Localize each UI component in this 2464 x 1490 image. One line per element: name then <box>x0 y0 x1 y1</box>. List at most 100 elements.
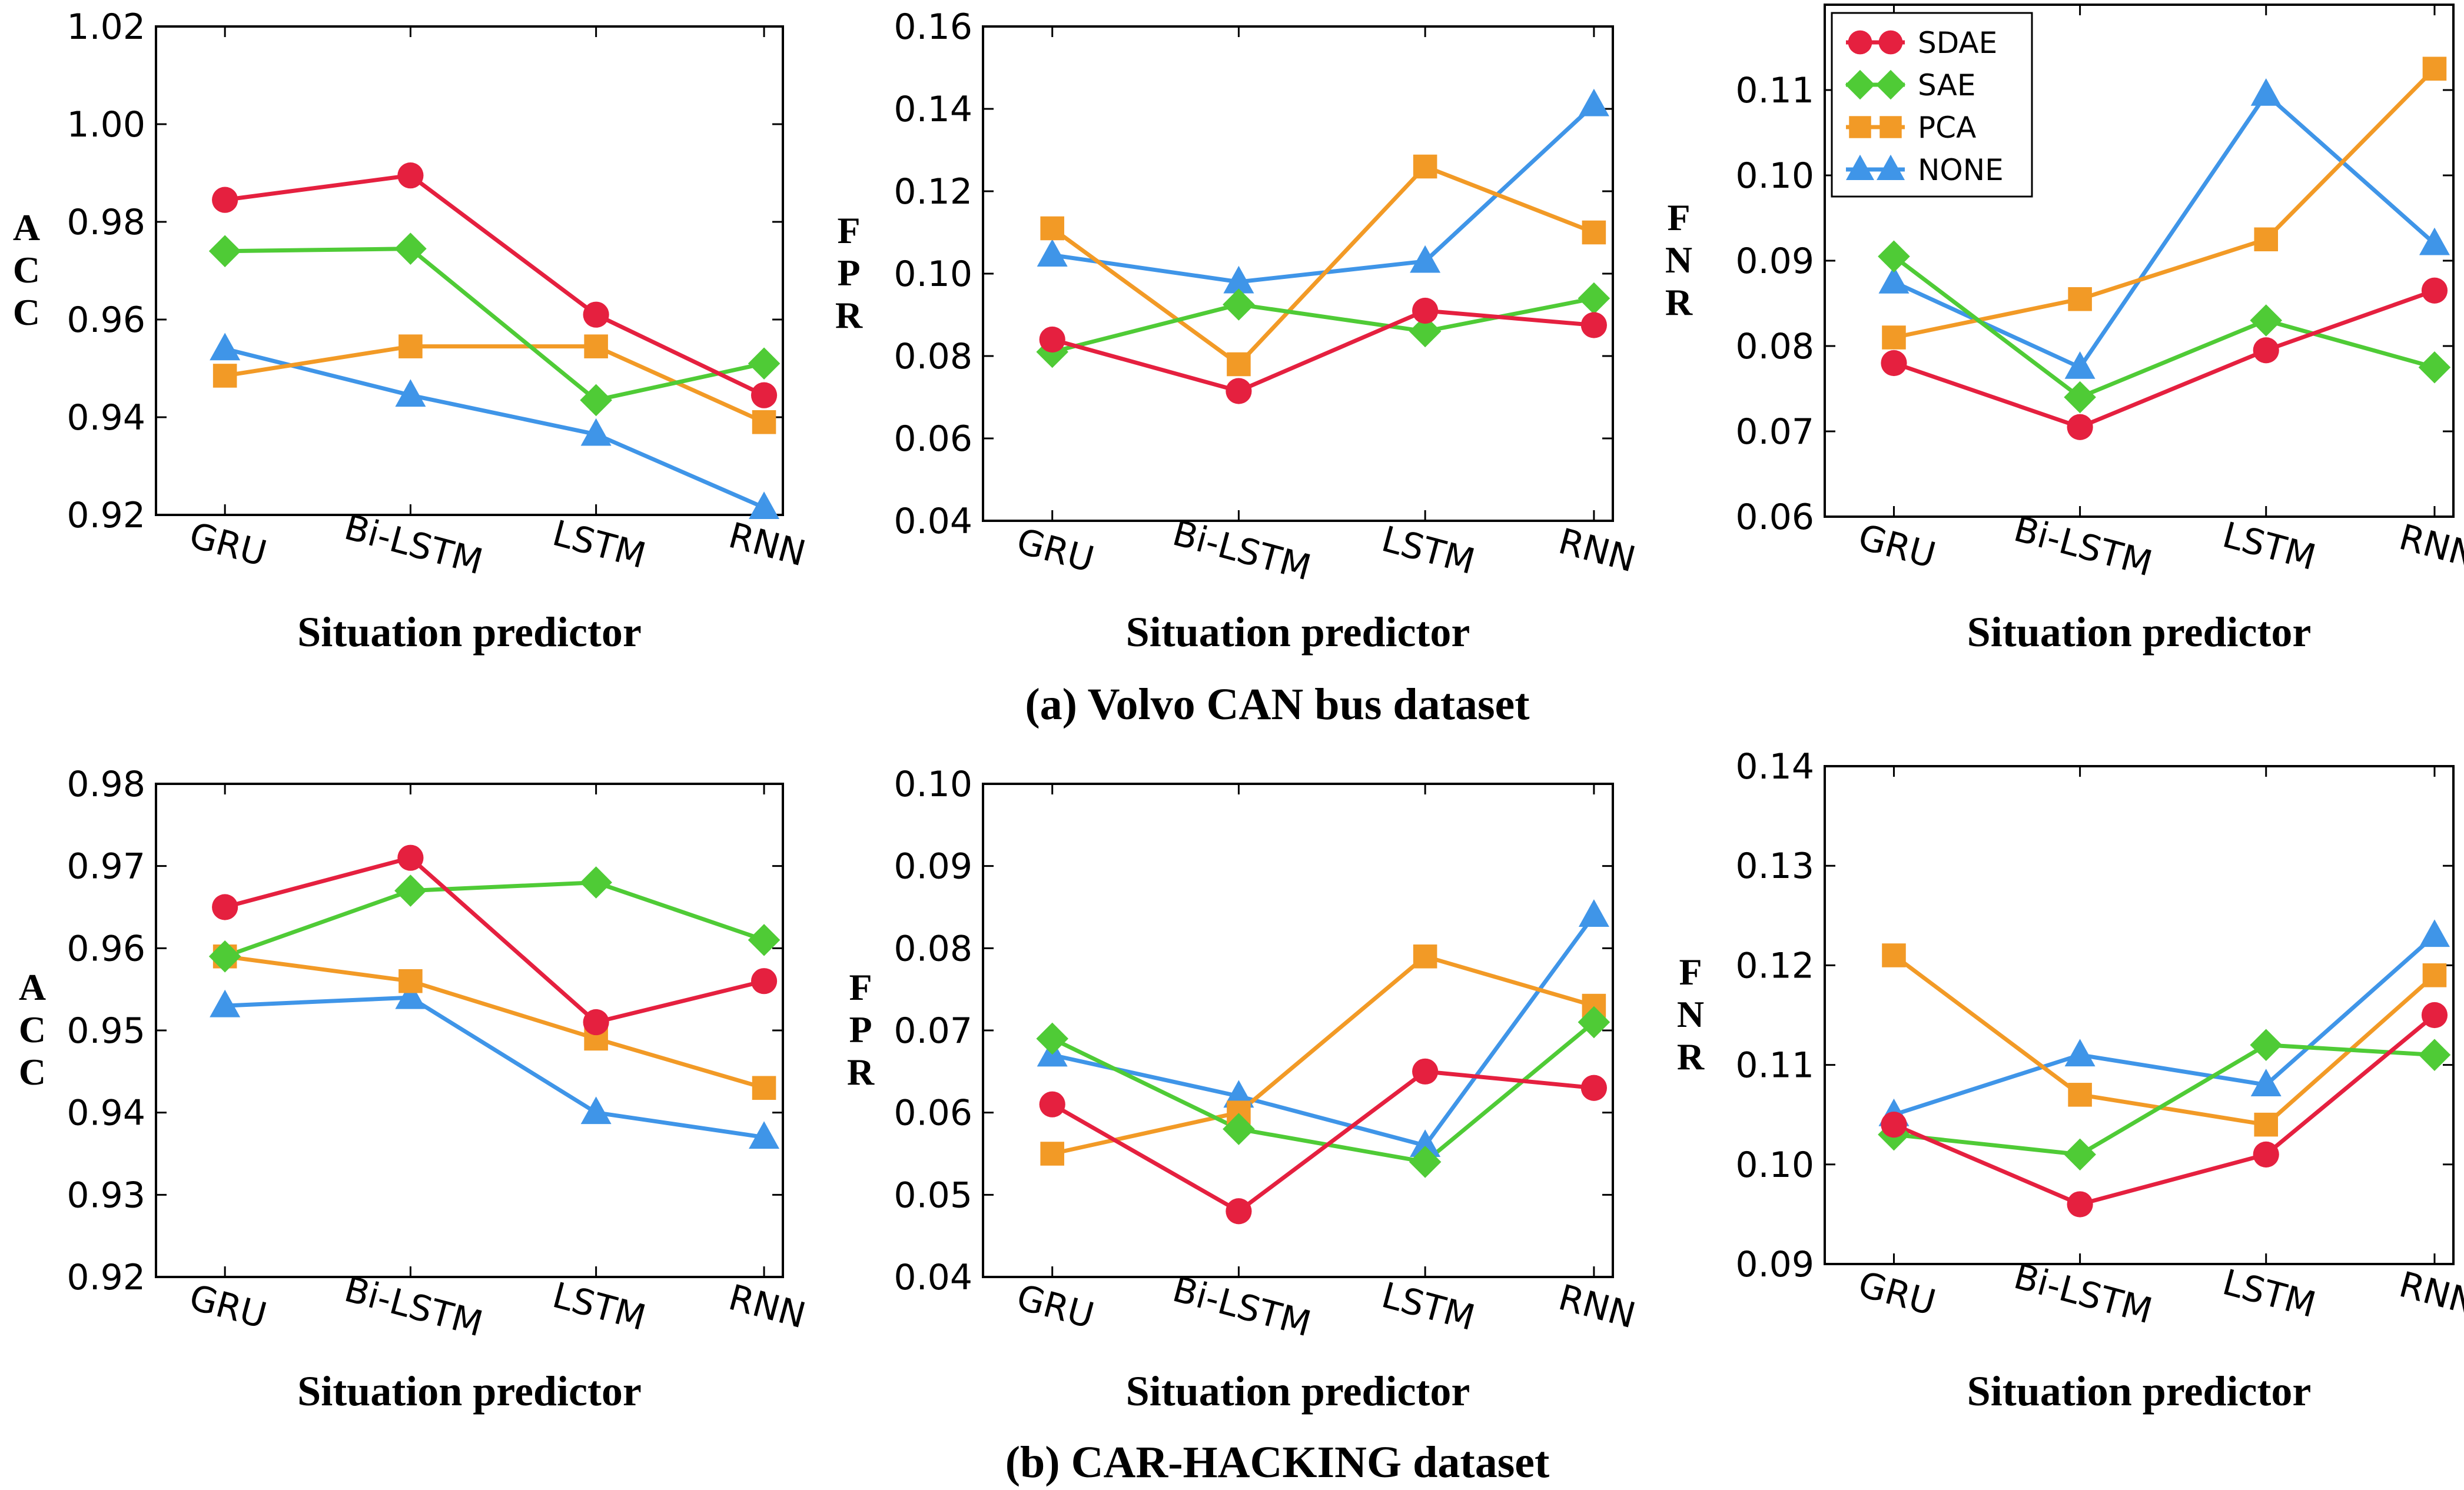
data-point-none <box>1578 88 1609 117</box>
data-point-pca <box>399 969 423 993</box>
series-line-sdae <box>1893 1013 2436 1206</box>
x-tick-label: Bi-LSTM <box>2010 508 2156 585</box>
x-tick-label: GRU <box>185 1277 271 1337</box>
data-point-sdae <box>1881 350 1907 377</box>
data-point-sae <box>2250 304 2283 337</box>
data-point-sae <box>1409 315 1442 348</box>
data-point-sdae <box>1580 1075 1607 1101</box>
series-line-sae <box>225 247 765 403</box>
series-line-sdae <box>224 856 765 1025</box>
series-line-sae <box>1892 254 2435 400</box>
data-point-sae <box>2418 1039 2451 1071</box>
data-point-pca <box>1040 1142 1064 1166</box>
data-point-sdae <box>397 162 424 189</box>
data-point-sae <box>1878 240 1910 273</box>
series-line-pca <box>1051 954 1595 1156</box>
data-point-none <box>395 379 426 407</box>
data-point-pca <box>1040 216 1064 241</box>
data-point-sae <box>208 940 241 973</box>
data-point-sae <box>580 384 612 417</box>
x-tick-label: RNN <box>2395 1264 2464 1324</box>
y-tick-label: 0.08 <box>894 336 972 377</box>
data-point-none <box>2064 1039 2096 1067</box>
x-tick-label: LSTM <box>2219 1262 2320 1326</box>
data-point-sae <box>748 924 781 956</box>
data-point-sdae <box>751 382 778 408</box>
series-line-sdae <box>1051 1069 1595 1213</box>
data-point-none <box>749 1121 780 1149</box>
data-point-sdae <box>397 844 424 871</box>
data-point-pca <box>1582 220 1606 245</box>
y-tick-label: 0.11 <box>1735 70 1814 111</box>
plot-frame <box>982 783 1614 1278</box>
plot-frame <box>1824 765 2455 1265</box>
y-tick-label: 0.04 <box>894 1257 972 1298</box>
data-point-none <box>210 989 241 1017</box>
series-line-sae <box>224 880 765 959</box>
legend-marker-sae <box>1875 69 1906 100</box>
data-point-pca <box>752 1076 776 1100</box>
data-point-sdae <box>212 187 238 213</box>
data-point-sdae <box>1881 1112 1907 1138</box>
y-tick-label: 0.14 <box>894 89 972 130</box>
legend-label-none: NONE <box>1918 153 2004 187</box>
data-point-sae <box>2250 1029 2283 1062</box>
data-point-sae <box>1036 1022 1068 1055</box>
data-point-sdae <box>2421 1002 2448 1029</box>
y-tick-label: 0.12 <box>1735 945 1814 986</box>
y-tick-label: 0.08 <box>1735 326 1814 367</box>
data-point-sdae <box>1039 326 1065 353</box>
y-tick-label: 0.95 <box>67 1010 145 1052</box>
data-point-sdae <box>2421 277 2448 304</box>
legend-label-sdae: SDAE <box>1918 26 1997 60</box>
legend-marker-none <box>1877 154 1905 180</box>
x-tick-label: GRU <box>1012 1277 1098 1337</box>
data-point-sdae <box>1226 1198 1252 1225</box>
y-tick-label: 0.96 <box>67 300 145 341</box>
y-tick-label: 0.97 <box>67 846 145 887</box>
x-tick-label: Bi-LSTM <box>2010 1256 2156 1332</box>
data-point-none <box>1410 245 1441 273</box>
y-tick-label: 0.96 <box>67 928 145 969</box>
y-tick-label: 0.11 <box>1735 1045 1814 1086</box>
data-point-none <box>580 1096 612 1125</box>
data-point-none <box>2419 227 2450 255</box>
data-point-none <box>580 418 612 446</box>
x-tick-label: LSTM <box>549 513 650 577</box>
x-tick-label: GRU <box>1012 521 1098 581</box>
y-tick-label: 1.02 <box>67 6 145 48</box>
data-point-none <box>1410 1129 1441 1158</box>
x-axis-label: Situation predictor <box>1967 608 2312 656</box>
data-point-sdae <box>1412 297 1439 324</box>
x-tick-label: RNN <box>725 515 810 575</box>
data-point-pca <box>584 334 608 358</box>
data-point-sae <box>2418 351 2451 384</box>
data-point-pca <box>1882 943 1906 967</box>
x-tick-label: GRU <box>185 515 271 575</box>
series-line-pca <box>1893 67 2436 340</box>
chart-panel-3: 0.06 0.07 0.08 0.09 0.10 0.11 GRU Bi-LSTM LSTM RN… <box>1665 4 2464 656</box>
data-point-pca <box>399 334 423 358</box>
y-tick-label: 0.93 <box>67 1175 145 1216</box>
y-tick-label: 0.04 <box>894 501 972 542</box>
y-tick-label: 0.16 <box>894 6 972 48</box>
x-tick-label: RNN <box>1555 1277 1640 1337</box>
y-tick-label: 0.98 <box>67 764 145 805</box>
y-tick-label: 0.07 <box>894 1010 972 1052</box>
series-line-none <box>1052 103 1596 284</box>
chart-panel-4: 0.92 0.93 0.94 0.95 0.96 0.97 0.98 GRU Bi-LSTM LS… <box>19 764 810 1415</box>
data-point-none <box>1578 899 1609 927</box>
series-line-none <box>224 995 765 1140</box>
chart-panel-1: 0.92 0.94 0.96 0.98 1.00 1.02 GRU Bi-LSTM LSTM RN… <box>13 6 810 656</box>
data-point-none <box>395 981 426 1009</box>
x-tick-label: Bi-LSTM <box>1168 1269 1315 1345</box>
series-line-pca <box>1892 953 2436 1127</box>
series-line-sdae <box>224 173 765 397</box>
data-point-sae <box>1409 1146 1442 1178</box>
data-point-sae <box>1223 288 1255 321</box>
data-point-sae <box>394 232 427 265</box>
